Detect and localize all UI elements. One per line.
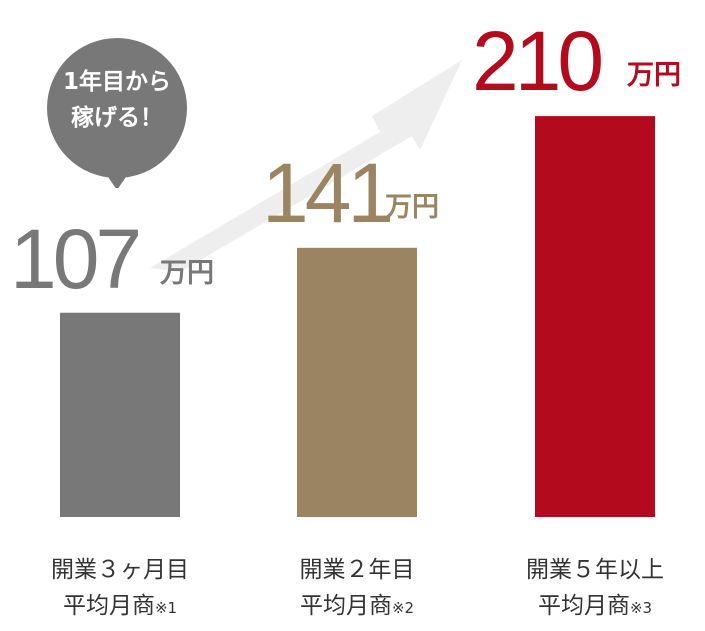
speech-bubble (47, 38, 187, 188)
category-label-3: 開業５年以上 平均月商※3 (495, 552, 695, 626)
speech-bubble-text: 1年目から 稼げる！ (32, 64, 202, 136)
bar-3 (535, 116, 655, 518)
growth-arrow (150, 60, 462, 272)
bar-2 (297, 247, 417, 517)
category-label-2: 開業２年目 平均月商※2 (257, 552, 457, 626)
category-subtitle: 平均月商 (299, 593, 392, 619)
category-name: 開業５年以上 (526, 557, 664, 583)
bar-1 (60, 312, 180, 517)
bubble-line-2: 稼げる！ (71, 105, 163, 131)
category-label-1: 開業３ヶ月目 平均月商※1 (20, 552, 220, 626)
category-subtitle: 平均月商 (537, 593, 630, 619)
footnote-mark: ※2 (391, 599, 415, 617)
unit-label-3: 万円 (627, 60, 681, 91)
unit-label-1: 万円 (160, 258, 214, 289)
category-name: 開業２年目 (299, 557, 415, 583)
category-subtitle: 平均月商 (62, 593, 155, 619)
bubble-line-1: 1年目から (62, 69, 171, 95)
value-label-1: 107 (10, 212, 138, 306)
value-label-3: 210 (472, 14, 601, 108)
footnote-mark: ※3 (629, 599, 653, 617)
footnote-mark: ※1 (154, 599, 178, 617)
unit-label-2: 万円 (385, 192, 439, 223)
category-name: 開業３ヶ月目 (51, 557, 189, 583)
value-label-2: 141 (262, 146, 390, 240)
